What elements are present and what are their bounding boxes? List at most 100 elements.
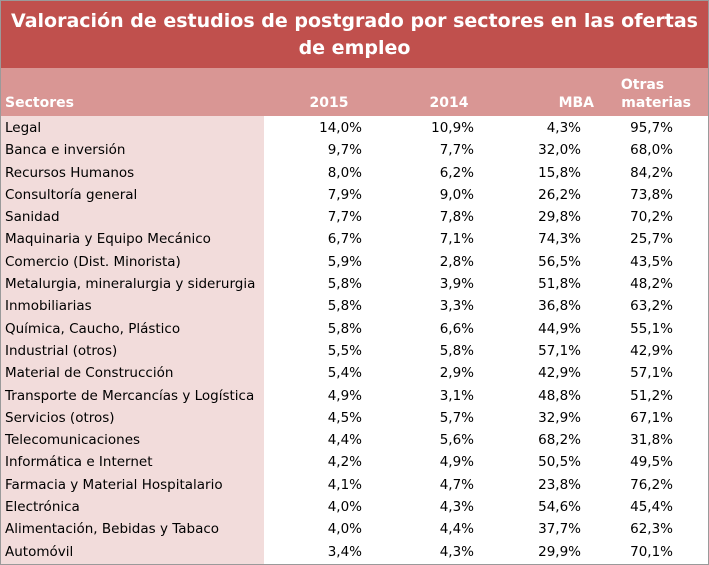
cell-sector: Maquinaria y Equipo Mecánico bbox=[5, 231, 211, 248]
cell-sector: Comercio (Dist. Minorista) bbox=[5, 253, 181, 270]
cell-2014: 3,1% bbox=[439, 387, 474, 404]
cell-2015: 14,0% bbox=[319, 120, 362, 136]
cell-mba: 15,8% bbox=[538, 164, 581, 181]
cell-2015: 5,9% bbox=[327, 253, 362, 270]
cell-mba: 50,5% bbox=[538, 454, 581, 471]
cell-otras-materias: 25,7% bbox=[630, 231, 673, 248]
cell-otras-materias: 68,0% bbox=[630, 142, 673, 159]
cell-mba: 29,8% bbox=[538, 209, 581, 226]
table-row: Alimentación, Bebidas y Tabaco 4,0% 4,4% 37… bbox=[1, 518, 708, 540]
cell-2014: 4,3% bbox=[439, 543, 474, 560]
cell-mba: 57,1% bbox=[538, 342, 581, 359]
table-header: Sectores 2015 2014 MBA Otras materias bbox=[1, 68, 708, 116]
header-otras-line1: Otras bbox=[620, 77, 665, 93]
cell-sector: Química, Caucho, Plástico bbox=[5, 320, 181, 337]
header-otras-line2: materias bbox=[621, 95, 691, 111]
cell-mba: 44,9% bbox=[538, 320, 581, 337]
cell-mba: 32,0% bbox=[538, 142, 581, 159]
cell-mba: 74,3% bbox=[538, 231, 581, 248]
cell-2014: 7,1% bbox=[439, 231, 474, 248]
cell-mba: 68,2% bbox=[538, 432, 581, 449]
table-row: Comercio (Dist. Minorista) 5,9% 2,8% 56,5% 4… bbox=[1, 251, 708, 273]
cell-2015: 3,4% bbox=[327, 543, 362, 560]
cell-2015: 4,2% bbox=[327, 454, 362, 471]
cell-sector: Metalurgia, mineralurgia y siderurgia bbox=[5, 276, 256, 293]
cell-2014: 5,7% bbox=[439, 409, 474, 426]
cell-sector: Alimentación, Bebidas y Tabaco bbox=[5, 521, 220, 538]
cell-sector: Material de Construcción bbox=[5, 365, 174, 382]
table-row: Consultoría general 7,9% 9,0% 26,2% 73,8% bbox=[1, 184, 708, 206]
cell-mba: 48,8% bbox=[538, 387, 581, 404]
cell-2015: 5,5% bbox=[327, 342, 362, 359]
table-row: Informática e Internet 4,2% 4,9% 50,5% 49,5% bbox=[1, 451, 708, 473]
cell-sector: Recursos Humanos bbox=[5, 164, 135, 181]
cell-2014: 6,6% bbox=[439, 320, 474, 337]
cell-2015: 8,0% bbox=[327, 164, 362, 181]
cell-mba: 54,6% bbox=[538, 499, 581, 516]
cell-2015: 4,5% bbox=[327, 409, 362, 426]
cell-sector: Informática e Internet bbox=[5, 454, 153, 471]
cell-2015: 9,7% bbox=[327, 142, 362, 159]
cell-2015: 5,8% bbox=[327, 276, 362, 293]
cell-mba: 4,3% bbox=[546, 120, 581, 136]
cell-2015: 4,0% bbox=[327, 499, 362, 516]
table-row: Automóvil 3,4% 4,3% 29,9% 70,1% bbox=[1, 541, 708, 563]
cell-sector: Banca e inversión bbox=[5, 142, 126, 159]
header-2014: 2014 bbox=[429, 95, 469, 111]
cell-2014: 3,9% bbox=[439, 276, 474, 293]
cell-mba: 36,8% bbox=[538, 298, 581, 315]
cell-2014: 10,9% bbox=[431, 120, 474, 136]
cell-2014: 7,7% bbox=[439, 142, 474, 159]
cell-otras-materias: 57,1% bbox=[630, 365, 673, 382]
cell-sector: Farmacia y Material Hospitalario bbox=[5, 476, 223, 493]
cell-2014: 9,0% bbox=[439, 186, 474, 203]
cell-sector: Telecomunicaciones bbox=[5, 432, 141, 449]
cell-otras-materias: 55,1% bbox=[630, 320, 673, 337]
table-row: Transporte de Mercancías y Logística 4,9%… bbox=[1, 385, 708, 407]
cell-sector: Electrónica bbox=[5, 499, 80, 516]
cell-mba: 26,2% bbox=[538, 186, 581, 203]
cell-2015: 4,0% bbox=[327, 521, 362, 538]
cell-mba: 23,8% bbox=[538, 476, 581, 493]
cell-otras-materias: 67,1% bbox=[630, 409, 673, 426]
cell-2015: 7,7% bbox=[327, 209, 362, 226]
table-body: Legal 14,0% 10,9% 4,3% 95,7% Banca e inversió… bbox=[1, 117, 708, 563]
cell-2015: 4,4% bbox=[327, 432, 362, 449]
cell-otras-materias: 76,2% bbox=[630, 476, 673, 493]
cell-sector: Industrial (otros) bbox=[5, 342, 118, 359]
header-2015: 2015 bbox=[309, 95, 349, 111]
cell-sector: Transporte de Mercancías y Logística bbox=[5, 387, 255, 404]
cell-2014: 5,6% bbox=[439, 432, 474, 449]
cell-otras-materias: 95,7% bbox=[630, 120, 673, 136]
table-row: Banca e inversión 9,7% 7,7% 32,0% 68,0% bbox=[1, 139, 708, 161]
cell-2014: 2,9% bbox=[439, 365, 474, 382]
table-row: Servicios (otros) 4,5% 5,7% 32,9% 67,1% bbox=[1, 407, 708, 429]
cell-sector: Inmobiliarias bbox=[5, 298, 92, 315]
cell-sector: Legal bbox=[5, 120, 42, 136]
cell-sector: Sanidad bbox=[5, 209, 60, 226]
cell-2015: 6,7% bbox=[327, 231, 362, 248]
table-row: Farmacia y Material Hospitalario 4,1% 4,7%… bbox=[1, 474, 708, 496]
cell-2015: 7,9% bbox=[327, 186, 362, 203]
cell-otras-materias: 51,2% bbox=[630, 387, 673, 404]
cell-otras-materias: 49,5% bbox=[630, 454, 673, 471]
table-row: Electrónica 4,0% 4,3% 54,6% 45,4% bbox=[1, 496, 708, 518]
table-row: Material de Construcción 5,4% 2,9% 42,9% 57,… bbox=[1, 362, 708, 384]
table-title: Valoración de estudios de postgrado por … bbox=[1, 1, 708, 68]
cell-otras-materias: 45,4% bbox=[630, 499, 673, 516]
cell-2014: 4,9% bbox=[439, 454, 474, 471]
cell-2015: 4,9% bbox=[327, 387, 362, 404]
cell-mba: 32,9% bbox=[538, 409, 581, 426]
cell-2015: 5,8% bbox=[327, 298, 362, 315]
cell-2014: 5,8% bbox=[439, 342, 474, 359]
cell-sector: Servicios (otros) bbox=[5, 409, 115, 426]
cell-2014: 6,2% bbox=[439, 164, 474, 181]
table-row: Maquinaria y Equipo Mecánico 6,7% 7,1% 74,3… bbox=[1, 228, 708, 250]
table-row: Metalurgia, mineralurgia y siderurgia 5,8… bbox=[1, 273, 708, 295]
cell-2014: 3,3% bbox=[439, 298, 474, 315]
table-row: Industrial (otros) 5,5% 5,8% 57,1% 42,9% bbox=[1, 340, 708, 362]
table-row: Telecomunicaciones 4,4% 5,6% 68,2% 31,8% bbox=[1, 429, 708, 451]
table-row: Recursos Humanos 8,0% 6,2% 15,8% 84,2% bbox=[1, 162, 708, 184]
cell-otras-materias: 84,2% bbox=[630, 164, 673, 181]
